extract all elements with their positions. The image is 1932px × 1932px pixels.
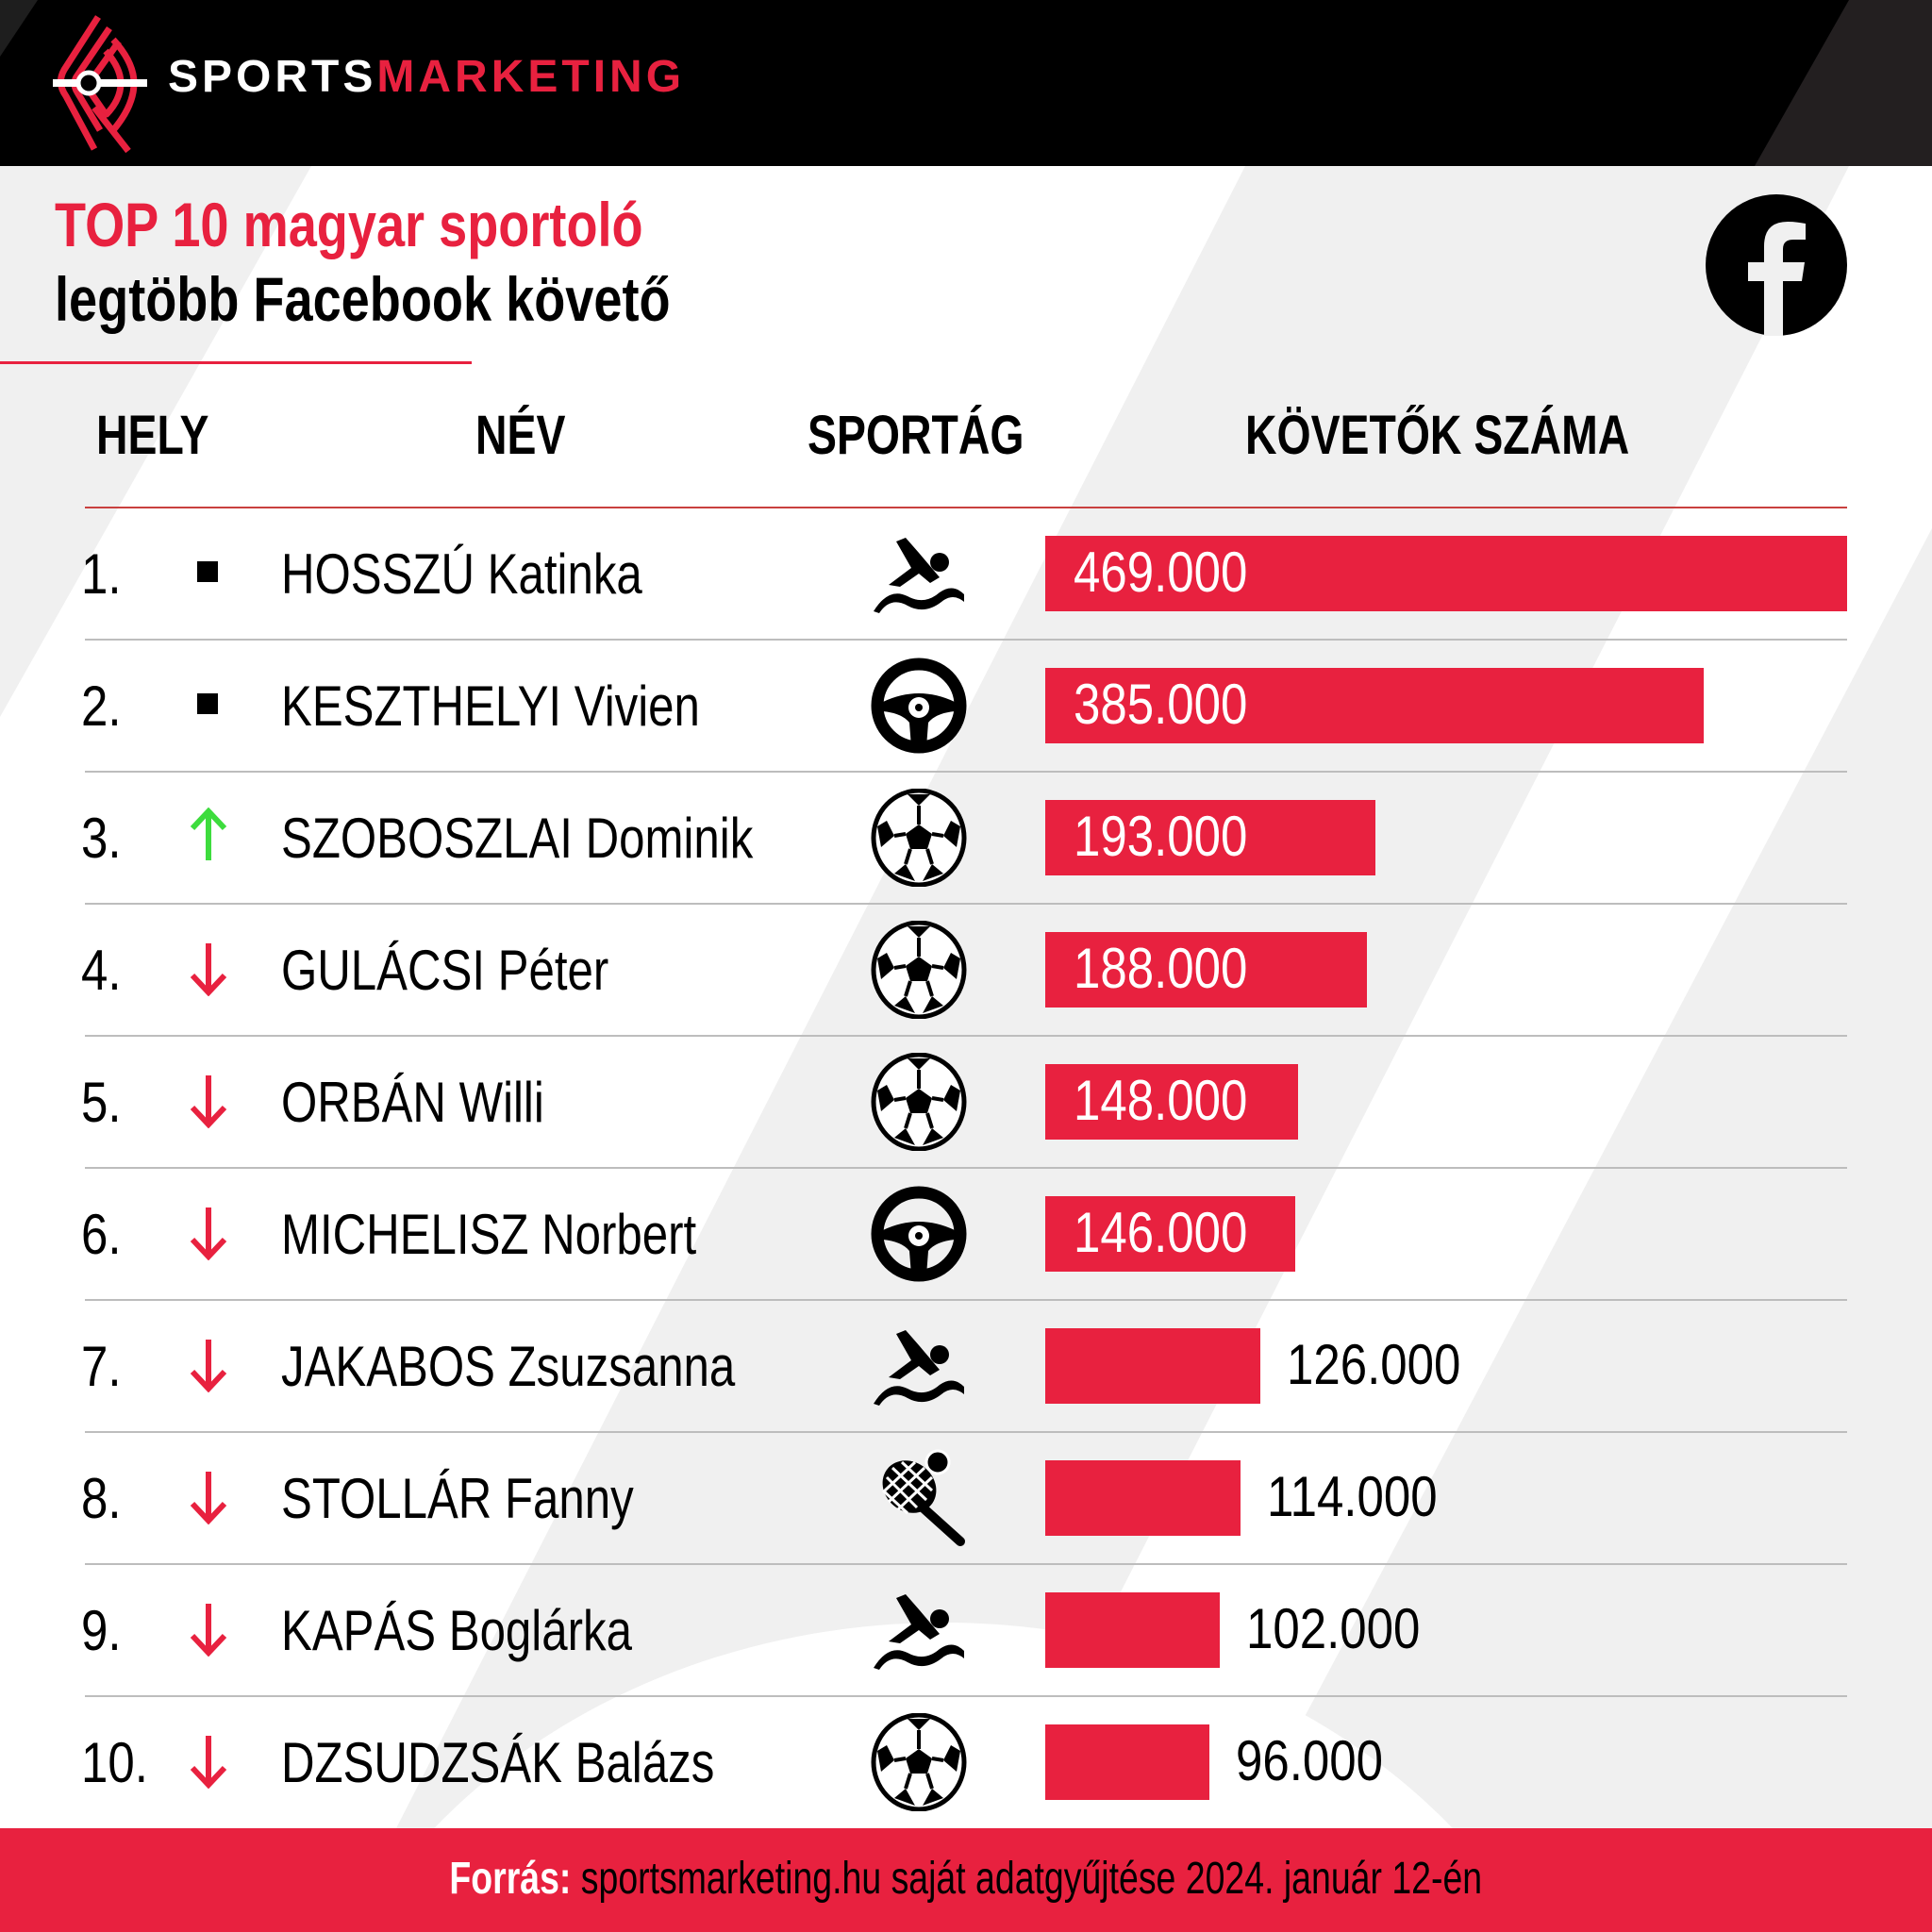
table-row: 9. KAPÁS Boglárka 102.000 <box>0 1564 1932 1697</box>
column-header-followers: KÖVETŐK SZÁMA <box>1245 405 1630 466</box>
football-icon <box>870 788 968 888</box>
follower-bar <box>1045 1592 1220 1668</box>
athlete-name: ORBÁN Willi <box>281 1071 544 1134</box>
rank-number: 1. <box>81 542 122 606</box>
follower-bar <box>1045 800 1375 875</box>
title-line-1: TOP 10 magyar sportoló <box>55 190 643 259</box>
column-header-rank: HELY <box>96 405 209 466</box>
swimming-icon <box>870 525 968 623</box>
table-row: 4. GULÁCSI Péter 188.000 <box>0 904 1932 1037</box>
table-row: 5. ORBÁN Willi 148.000 <box>0 1036 1932 1169</box>
athlete-name: GULÁCSI Péter <box>281 939 609 1002</box>
unchanged-square-icon <box>185 543 232 600</box>
athlete-name: STOLLÁR Fanny <box>281 1467 634 1530</box>
rank-number: 5. <box>81 1071 122 1134</box>
rank-number: 10. <box>81 1731 148 1794</box>
athlete-name: MICHELISZ Norbert <box>281 1203 697 1266</box>
table-row: 6. MICHELISZ Norbert 146.000 <box>0 1168 1932 1301</box>
follower-count: 114.000 <box>1267 1465 1438 1528</box>
title-underline <box>0 361 472 364</box>
rank-number: 6. <box>81 1203 122 1266</box>
follower-bar <box>1045 1196 1295 1272</box>
source-label: Forrás: <box>449 1854 572 1904</box>
rank-number: 9. <box>81 1599 122 1662</box>
athlete-name: SZOBOSZLAI Dominik <box>281 807 754 870</box>
arrow-up-icon <box>185 807 232 864</box>
source-text: sportsmarketing.hu saját adatgyűjtése 20… <box>571 1854 1483 1904</box>
athlete-name: JAKABOS Zsuzsanna <box>281 1335 736 1398</box>
steering-wheel-icon <box>870 1185 968 1283</box>
table-row: 2. KESZTHELYI Vivien 385.000 <box>0 640 1932 773</box>
row-divider <box>85 1299 1847 1301</box>
tennis-racket-icon <box>870 1449 968 1547</box>
brand-header: SPORTSMARKETING <box>0 0 1932 166</box>
follower-count: 96.000 <box>1236 1729 1383 1792</box>
follower-bar <box>1045 932 1367 1008</box>
follower-bar <box>1045 536 1847 611</box>
rank-number: 4. <box>81 939 122 1002</box>
rank-number: 3. <box>81 807 122 870</box>
rank-number: 2. <box>81 675 122 738</box>
football-icon <box>870 920 968 1020</box>
athlete-name: KAPÁS Boglárka <box>281 1599 632 1662</box>
table-row: 1. HOSSZÚ Katinka 469.000 <box>0 508 1932 641</box>
table-row: 3. SZOBOSZLAI Dominik 193.000 <box>0 772 1932 905</box>
athlete-name: KESZTHELYI Vivien <box>281 675 700 738</box>
arrow-down-icon <box>185 1600 232 1657</box>
row-divider <box>85 1695 1847 1697</box>
row-divider <box>85 1167 1847 1169</box>
swimming-icon <box>870 1581 968 1679</box>
column-header-sport: SPORTÁG <box>808 405 1024 466</box>
table-row: 10. DZSUDZSÁK Balázs 96.000 <box>0 1696 1932 1828</box>
column-header-name: NÉV <box>475 405 566 466</box>
follower-bar <box>1045 1724 1209 1800</box>
row-divider <box>85 639 1847 641</box>
arrow-down-icon <box>185 1468 232 1525</box>
arrow-down-icon <box>185 1732 232 1790</box>
arrow-down-icon <box>185 1072 232 1129</box>
facebook-icon <box>1706 194 1847 336</box>
follower-count: 188.000 <box>1074 937 1248 1000</box>
follower-bar <box>1045 668 1704 743</box>
follower-count: 469.000 <box>1074 541 1248 604</box>
swimming-icon <box>870 1317 968 1415</box>
row-divider <box>85 1563 1847 1565</box>
chart-title: TOP 10 magyar sportoló legtöbb Facebook … <box>55 187 806 336</box>
header-divider <box>85 507 1847 508</box>
athlete-name: DZSUDZSÁK Balázs <box>281 1731 715 1794</box>
arrow-down-icon <box>185 940 232 997</box>
title-line-2: legtöbb Facebook követő <box>55 264 671 334</box>
table-row: 7. JAKABOS Zsuzsanna 126.000 <box>0 1300 1932 1433</box>
row-divider <box>85 771 1847 773</box>
follower-count: 148.000 <box>1074 1069 1248 1132</box>
follower-count: 102.000 <box>1246 1597 1421 1660</box>
source-footer: Forrás: sportsmarketing.hu saját adatgyű… <box>0 1828 1932 1932</box>
rank-number: 7. <box>81 1335 122 1398</box>
arrow-down-icon <box>185 1204 232 1261</box>
sportsmarketing-logo-icon <box>53 15 147 153</box>
rank-number: 8. <box>81 1467 122 1530</box>
table-row: 8. STOLLÁR Fanny 114.000 <box>0 1432 1932 1565</box>
follower-bar <box>1045 1328 1260 1404</box>
follower-count: 126.000 <box>1287 1333 1461 1396</box>
athlete-name: HOSSZÚ Katinka <box>281 542 642 606</box>
steering-wheel-icon <box>870 657 968 755</box>
arrow-down-icon <box>185 1336 232 1393</box>
follower-bar <box>1045 1460 1241 1536</box>
football-icon <box>870 1052 968 1152</box>
follower-count: 193.000 <box>1074 805 1248 868</box>
football-icon <box>870 1712 968 1812</box>
row-divider <box>85 903 1847 905</box>
follower-count: 385.000 <box>1074 673 1248 736</box>
row-divider <box>85 1431 1847 1433</box>
follower-bar <box>1045 1064 1298 1140</box>
row-divider <box>85 1035 1847 1037</box>
brand-wordmark: SPORTSMARKETING <box>168 52 686 102</box>
follower-count: 146.000 <box>1074 1201 1248 1264</box>
unchanged-square-icon <box>185 675 232 732</box>
